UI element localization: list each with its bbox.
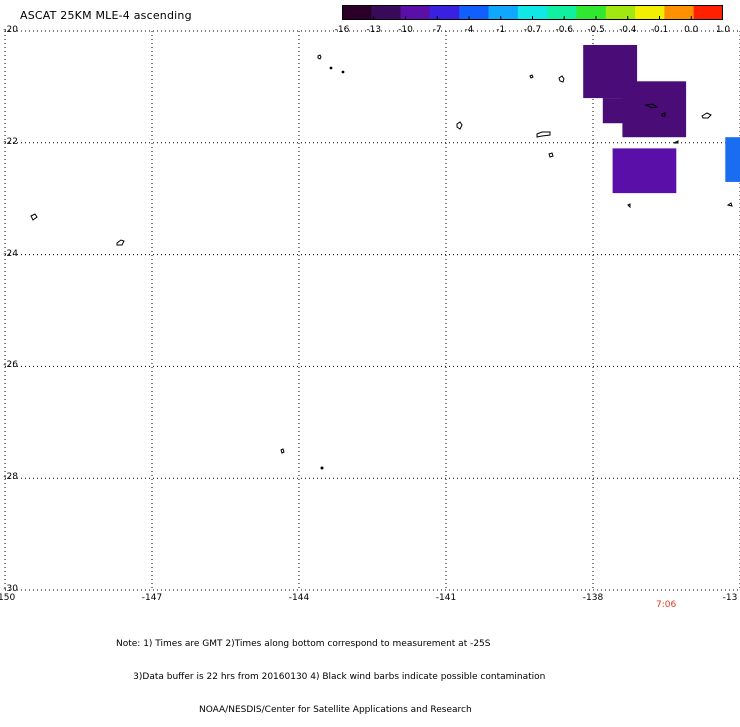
color-scale-swatch <box>635 5 665 20</box>
color-scale-swatch <box>605 5 636 20</box>
color-scale-label: -10 <box>398 25 413 35</box>
color-scale-label: -0.6 <box>555 25 574 35</box>
island-outline <box>116 239 125 246</box>
island-outline <box>558 75 565 83</box>
color-scale-swatch <box>429 5 460 20</box>
map-plot <box>4 30 740 591</box>
island-outline <box>627 203 631 209</box>
wind-swath <box>583 44 740 194</box>
color-scale-label: -0.5 <box>587 25 605 35</box>
color-scale-swatch <box>517 5 548 20</box>
color-scale-swatch <box>693 5 723 20</box>
longitude-tick-label: -147 <box>141 593 163 603</box>
color-scale-swatch <box>459 5 490 20</box>
longitude-tick-label: -138 <box>582 593 604 603</box>
color-scale-label: -7 <box>432 25 442 35</box>
color-scale-label: -1 <box>496 25 506 35</box>
latitude-tick-label: -22 <box>3 136 18 147</box>
longitude-tick-label: -144 <box>288 593 310 603</box>
latitude-tick-label: -26 <box>3 360 18 371</box>
island-dot <box>341 70 345 74</box>
graticule <box>4 30 740 591</box>
island-outline <box>661 112 666 117</box>
note-line: NOAA/NESDIS/Center for Satellite Applica… <box>116 705 472 715</box>
color-scale-labels: -16 -13 -10 -7 -4 -1 -0.7 -0.6 -0.5 -0.4 -0.1 0.0 1.… <box>334 25 734 37</box>
color-scale-label: -0.4 <box>618 25 637 35</box>
island-outline <box>30 213 38 221</box>
island-outline <box>644 103 659 109</box>
color-scale-swatch <box>488 5 519 20</box>
latitude-tick-label: -24 <box>3 248 18 259</box>
color-scale-label: -0.1 <box>650 25 669 35</box>
island-outline <box>536 131 551 138</box>
island-dot <box>320 466 324 470</box>
latitude-tick-label: -20 <box>3 25 18 35</box>
island-outline <box>529 74 534 79</box>
longitude-tick-label: -13 <box>722 593 738 603</box>
color-scale-swatch <box>547 5 578 20</box>
time-label: 7:06 <box>656 600 677 610</box>
island-outline <box>280 448 285 454</box>
island-outline <box>673 140 679 144</box>
latitude-tick-label: -30 <box>3 584 18 594</box>
swath-cell <box>612 148 677 194</box>
latitude-tick-label: -28 <box>3 472 18 483</box>
island-outline <box>726 202 733 207</box>
color-scale-bar <box>342 5 723 20</box>
note-line: 3)Data buffer is 22 hrs from 20160130 4)… <box>116 672 546 682</box>
color-scale-swatch <box>576 5 607 20</box>
longitude-tick-label: -141 <box>435 593 457 603</box>
footnotes: Note: 1) Times are GMT 2)Times along bot… <box>116 617 545 727</box>
coastlines <box>30 54 733 470</box>
map-title: ASCAT 25KM MLE-4 ascending <box>20 9 192 22</box>
longitude-tick-label: -150 <box>0 593 16 603</box>
note-line: Note: 1) Times are GMT 2)Times along bot… <box>116 639 491 649</box>
color-scale-swatch <box>342 5 372 20</box>
color-scale-label: -4 <box>464 25 474 35</box>
island-outline <box>548 152 554 158</box>
color-scale-swatch <box>400 5 431 20</box>
color-scale-label: 0.0 <box>684 25 699 35</box>
island-outline <box>701 112 712 119</box>
island-outline <box>317 54 322 60</box>
color-scale-swatch <box>371 5 402 20</box>
island-dot <box>329 66 333 70</box>
color-scale-label: 1.0 <box>715 25 731 35</box>
island-outline <box>456 121 463 130</box>
color-scale-label: -16 <box>334 25 350 35</box>
swath-cell <box>725 137 740 182</box>
color-scale-swatch <box>664 5 695 20</box>
swath-cell <box>622 81 687 138</box>
color-scale-label: -0.7 <box>523 25 542 35</box>
color-scale-label: -13 <box>366 25 382 35</box>
